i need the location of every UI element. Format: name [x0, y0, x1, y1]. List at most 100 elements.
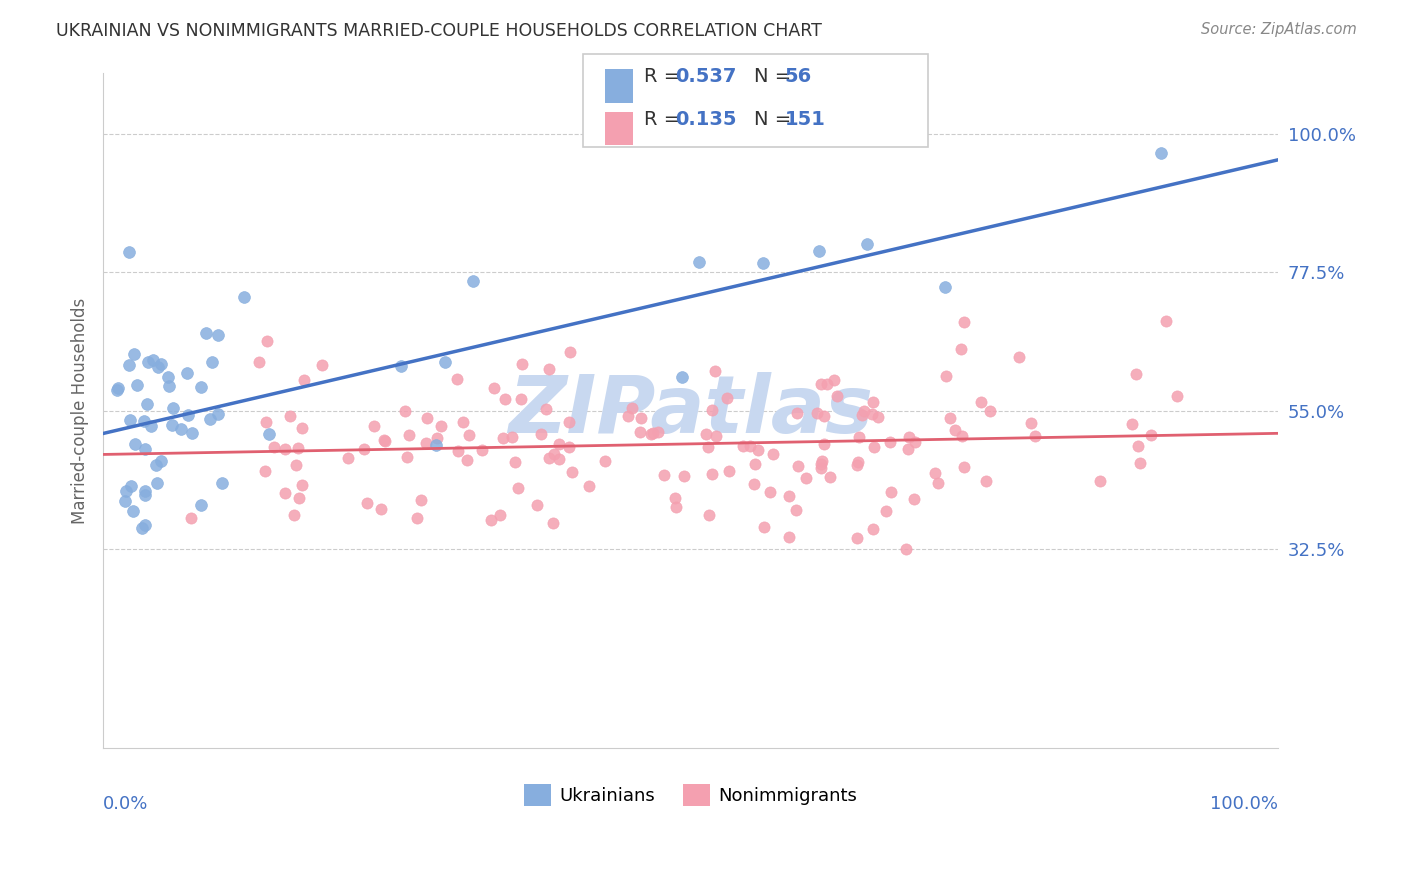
Point: [810, 460, 832, 475]
Point: [456, 453, 478, 467]
Point: [336, 450, 359, 465]
Point: [787, 459, 810, 474]
Point: [263, 440, 285, 454]
Point: [647, 425, 669, 439]
Point: [232, 290, 254, 304]
Point: [1149, 146, 1171, 161]
Point: [620, 401, 643, 415]
Point: [811, 454, 834, 468]
Point: [180, 425, 202, 440]
Point: [704, 429, 727, 443]
Point: [868, 410, 890, 425]
Point: [291, 420, 314, 434]
Point: [170, 422, 193, 436]
Point: [815, 377, 838, 392]
Point: [744, 457, 766, 471]
Point: [141, 418, 163, 433]
Text: 56: 56: [785, 67, 811, 86]
Text: UKRAINIAN VS NONIMMIGRANTS MARRIED-COUPLE HOUSEHOLDS CORRELATION CHART: UKRAINIAN VS NONIMMIGRANTS MARRIED-COUPL…: [56, 22, 823, 40]
Point: [458, 428, 481, 442]
Point: [291, 477, 314, 491]
Point: [1024, 429, 1046, 443]
Text: R =: R =: [644, 110, 686, 128]
Point: [292, 373, 315, 387]
Point: [630, 411, 652, 425]
Text: ZIPatlas: ZIPatlas: [508, 371, 873, 450]
Point: [426, 431, 449, 445]
Point: [273, 442, 295, 457]
Point: [479, 513, 502, 527]
Point: [897, 430, 920, 444]
Point: [1125, 367, 1147, 381]
Point: [526, 498, 548, 512]
Point: [115, 483, 138, 498]
Point: [875, 504, 897, 518]
Point: [862, 395, 884, 409]
Point: [207, 407, 229, 421]
Point: [974, 474, 997, 488]
Point: [389, 359, 412, 374]
Point: [628, 425, 651, 439]
Point: [1128, 438, 1150, 452]
Point: [180, 510, 202, 524]
Point: [695, 426, 717, 441]
Point: [754, 520, 776, 534]
Point: [903, 492, 925, 507]
Point: [198, 411, 221, 425]
Point: [547, 437, 569, 451]
Point: [501, 430, 523, 444]
Text: R =: R =: [644, 67, 686, 86]
Text: 151: 151: [785, 110, 825, 128]
Point: [190, 380, 212, 394]
Point: [176, 366, 198, 380]
Point: [136, 355, 159, 369]
Point: [134, 488, 156, 502]
Point: [762, 447, 785, 461]
Point: [1129, 456, 1152, 470]
Point: [759, 484, 782, 499]
Point: [752, 256, 775, 270]
Point: [943, 423, 966, 437]
Point: [124, 437, 146, 451]
Point: [353, 442, 375, 456]
Point: [363, 419, 385, 434]
Point: [938, 411, 960, 425]
Point: [134, 518, 156, 533]
Point: [952, 429, 974, 443]
Point: [952, 460, 974, 475]
Point: [845, 531, 868, 545]
Point: [145, 458, 167, 473]
Point: [823, 373, 845, 387]
Point: [970, 394, 993, 409]
Text: 0.537: 0.537: [675, 67, 737, 86]
Point: [879, 434, 901, 449]
Point: [810, 457, 832, 471]
Point: [862, 522, 884, 536]
Point: [825, 389, 848, 403]
Point: [688, 254, 710, 268]
Point: [543, 447, 565, 461]
Text: Source: ZipAtlas.com: Source: ZipAtlas.com: [1201, 22, 1357, 37]
Point: [561, 466, 583, 480]
Point: [856, 237, 879, 252]
Point: [142, 353, 165, 368]
Point: [818, 470, 841, 484]
Point: [471, 442, 494, 457]
Point: [211, 476, 233, 491]
Point: [284, 458, 307, 472]
Point: [131, 521, 153, 535]
Point: [845, 458, 868, 472]
Point: [134, 414, 156, 428]
Point: [641, 425, 664, 440]
Point: [356, 496, 378, 510]
Point: [806, 406, 828, 420]
Text: 0.135: 0.135: [675, 110, 737, 128]
Point: [700, 402, 723, 417]
Point: [786, 406, 808, 420]
Point: [927, 476, 949, 491]
Point: [697, 508, 720, 522]
Point: [1008, 350, 1031, 364]
Point: [134, 442, 156, 457]
Point: [287, 441, 309, 455]
Point: [794, 471, 817, 485]
